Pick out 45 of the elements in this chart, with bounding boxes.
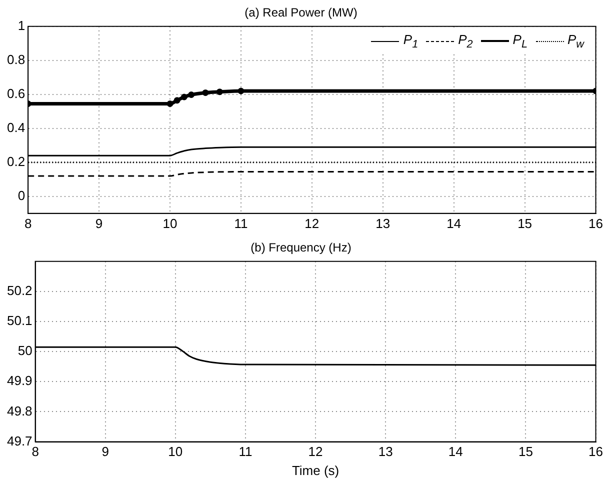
x-tick-label: 15 xyxy=(518,444,533,460)
y-tick-label: 49.8 xyxy=(6,403,32,418)
x-tick-label: 14 xyxy=(446,216,462,231)
x-tick-label: 8 xyxy=(32,444,39,460)
y-tick-label: 50.2 xyxy=(6,283,32,298)
point xyxy=(216,88,223,96)
y-tick-label: 1 xyxy=(18,18,26,33)
point xyxy=(166,100,174,107)
x-tick-label: 12 xyxy=(308,444,323,460)
y-tick-label: 50.1 xyxy=(6,313,32,328)
point xyxy=(202,89,209,96)
legend-label: P$_{L}$ xyxy=(512,32,528,51)
y-tick-label: 49.9 xyxy=(6,373,32,388)
x-tick-label: 8 xyxy=(24,216,32,231)
y-tick-label: 0.2 xyxy=(6,154,26,169)
x-tick-label: 16 xyxy=(588,216,604,231)
y-tick-label: 0.8 xyxy=(6,52,26,67)
line-series xyxy=(28,88,596,107)
point xyxy=(188,91,195,98)
point xyxy=(174,97,180,104)
x-tick-label: 13 xyxy=(376,216,390,231)
y-tick-label: 0.4 xyxy=(6,120,26,135)
x-tick-label: 12 xyxy=(304,216,320,231)
y-tick-label: 49.7 xyxy=(6,433,32,448)
legend-label: P$_{1}$ xyxy=(403,32,418,51)
point xyxy=(238,88,244,94)
x-tick-label: 15 xyxy=(518,216,532,231)
legend-label: P$_{w}$ xyxy=(568,32,584,51)
x-axis-title: Time (s) xyxy=(292,462,340,478)
chart-title: (a) Real Power (MW) xyxy=(244,6,358,20)
legend-label: P$_{2}$ xyxy=(458,32,473,51)
x-tick-label: 10 xyxy=(168,444,183,460)
y-tick-label: 0.6 xyxy=(6,86,26,101)
y-tick-label: 50 xyxy=(18,343,32,358)
x-tick-label: 13 xyxy=(378,444,393,460)
x-tick-label: 14 xyxy=(448,444,463,460)
y-tick-label: 0 xyxy=(18,188,26,203)
point xyxy=(180,94,188,100)
x-tick-label: 10 xyxy=(162,216,178,231)
chart-title: (b) Frequency (Hz) xyxy=(250,240,352,255)
x-tick-label: 9 xyxy=(95,216,103,231)
x-tick-label: 11 xyxy=(238,444,252,460)
x-tick-label: 9 xyxy=(102,444,109,460)
x-tick-label: 16 xyxy=(588,444,604,460)
x-tick-label: 11 xyxy=(234,216,248,231)
